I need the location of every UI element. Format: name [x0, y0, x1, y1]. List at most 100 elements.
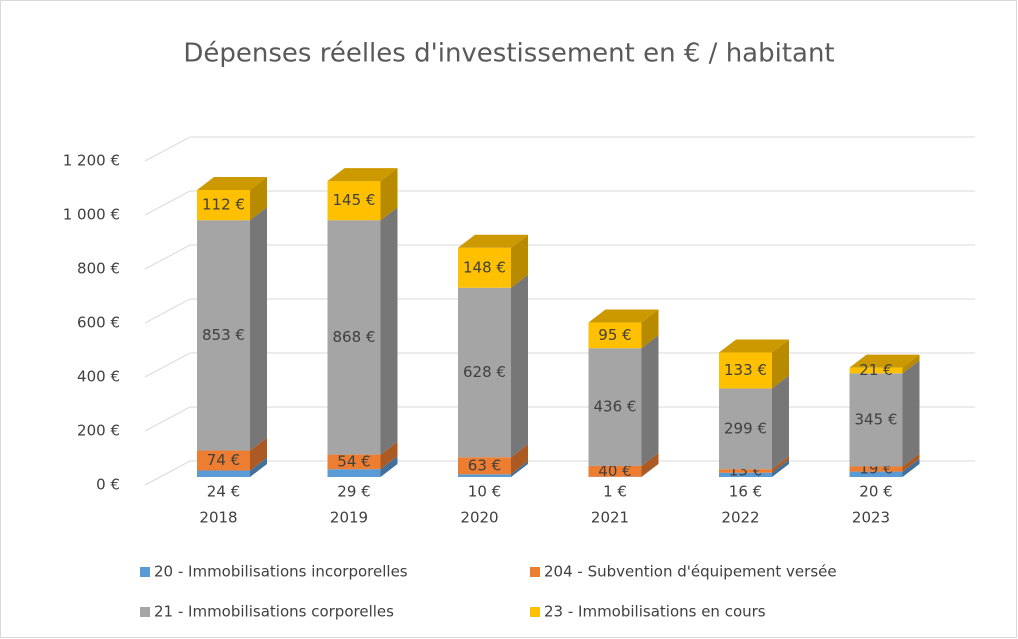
bar-side	[511, 274, 528, 458]
data-label: 20 €	[859, 483, 892, 501]
bar-side	[641, 309, 659, 349]
bar-segment	[197, 220, 250, 451]
data-label: 853 €	[202, 326, 245, 344]
bar-top	[588, 309, 659, 323]
grid-line	[144, 352, 975, 378]
data-label: 63 €	[468, 456, 501, 474]
data-label: 1 €	[603, 483, 627, 501]
bar-top	[849, 354, 920, 368]
x-tick-label: 2019	[330, 509, 368, 527]
legend-label: 20 - Immobilisations incorporelles	[154, 563, 408, 581]
x-tick-label: 2022	[721, 509, 759, 527]
data-label: 29 €	[337, 483, 370, 501]
data-label: 24 €	[207, 483, 240, 501]
data-label: 40 €	[598, 462, 631, 480]
bar-side	[641, 452, 659, 477]
bar-segment	[327, 220, 381, 455]
bar-side	[902, 354, 920, 374]
bar-side	[772, 375, 789, 470]
legend-swatch	[140, 567, 150, 577]
y-tick-label: 1 000 €	[63, 206, 120, 224]
bar-segment	[719, 388, 772, 470]
bar-top	[197, 176, 267, 190]
bar-segment	[849, 466, 903, 472]
bar-segment	[588, 465, 642, 477]
bar-segment	[849, 367, 903, 374]
bar-segment	[458, 287, 511, 458]
legend-label: 21 - Immobilisations corporelles	[154, 603, 394, 621]
bar-side	[380, 441, 398, 470]
data-label: 628 €	[463, 363, 506, 381]
bar-segment	[719, 352, 772, 389]
bar-segment	[849, 373, 903, 467]
data-label: 54 €	[337, 452, 370, 470]
grid-line	[144, 136, 975, 162]
bar-side	[380, 456, 398, 477]
bar-segment	[197, 189, 250, 221]
x-tick-label: 2023	[852, 509, 890, 527]
bar-top	[327, 168, 398, 182]
data-label: 112 €	[202, 196, 245, 214]
bar-top	[458, 234, 528, 248]
data-label: 299 €	[724, 419, 767, 437]
data-label: 10 €	[468, 483, 501, 501]
data-label: 74 €	[207, 451, 240, 469]
bar-side	[902, 360, 920, 467]
legend-swatch	[530, 607, 540, 617]
bar-side	[250, 176, 267, 221]
bar-side	[250, 437, 267, 471]
grid-line	[144, 298, 975, 324]
data-label: 345 €	[855, 410, 898, 428]
bar-top	[719, 339, 789, 353]
bar-segment	[588, 322, 642, 349]
bar-side	[380, 207, 398, 455]
bar-side	[511, 461, 528, 477]
bar-side	[250, 457, 267, 477]
x-tick-label: 2018	[199, 509, 237, 527]
y-tick-label: 400 €	[77, 368, 120, 386]
bar-segment	[588, 348, 642, 466]
chart-title: Dépenses réelles d'investissement en € /…	[183, 39, 834, 69]
legend-label: 23 - Immobilisations en cours	[544, 603, 766, 621]
data-label: 16 €	[729, 483, 762, 501]
y-tick-label: 0 €	[96, 476, 120, 494]
bar-side	[772, 339, 789, 389]
bar-side	[641, 463, 659, 477]
bar-side	[511, 444, 528, 475]
bar-segment	[197, 450, 250, 471]
bar-side	[380, 168, 398, 221]
grid-line	[144, 460, 975, 486]
grid-line	[144, 406, 975, 432]
y-tick-label: 200 €	[77, 422, 120, 440]
bar-side	[511, 234, 528, 288]
data-label: 148 €	[463, 258, 506, 276]
legend-label: 204 - Subvention d'équipement versée	[544, 563, 837, 581]
bar-segment	[197, 470, 250, 477]
bar-side	[772, 456, 789, 473]
x-tick-label: 2021	[591, 509, 629, 527]
data-label: 133 €	[724, 361, 767, 379]
y-tick-label: 1 200 €	[63, 152, 120, 170]
bar-side	[641, 335, 659, 466]
bar-segment	[458, 247, 511, 288]
data-label: 436 €	[594, 398, 637, 416]
bar-segment	[327, 454, 381, 470]
bar-side	[902, 458, 920, 477]
bar-segment	[327, 469, 381, 477]
legend-swatch	[140, 607, 150, 617]
grid-line	[144, 244, 975, 270]
bar-segment	[458, 474, 511, 477]
data-label: 868 €	[333, 328, 376, 346]
data-label: 145 €	[333, 191, 376, 209]
bar-side	[902, 453, 920, 472]
data-label: 21 €	[859, 361, 892, 379]
bar-segment	[719, 472, 772, 477]
bar-segment	[719, 469, 772, 473]
y-tick-label: 800 €	[77, 260, 120, 278]
bar-segment	[327, 181, 381, 221]
bar-segment	[458, 457, 511, 475]
legend-swatch	[530, 567, 540, 577]
grid-line	[144, 190, 975, 216]
bar-side	[250, 207, 267, 451]
data-label: 95 €	[598, 326, 631, 344]
